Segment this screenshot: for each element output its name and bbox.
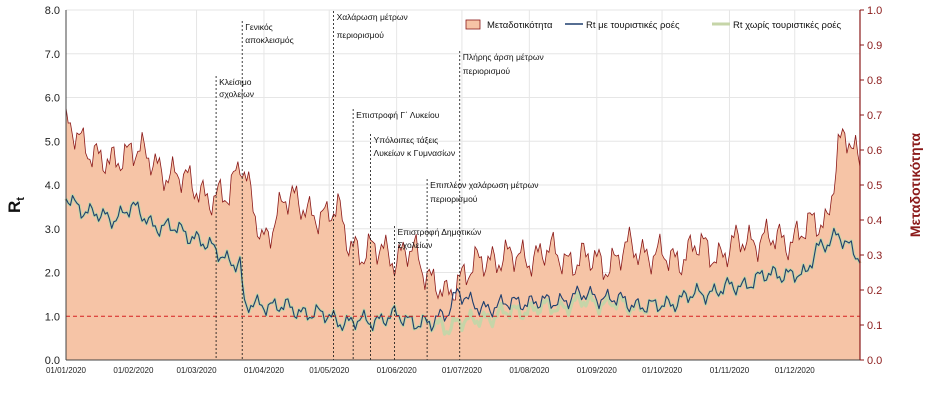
rt-lines: [64, 193, 862, 336]
y-right-tick-label: 0.9: [867, 40, 882, 52]
y-right-tick-label: 1.0: [867, 5, 882, 17]
legend: Μεταδοτικότητα Rt με τουριστικές ροές Rt χ…: [465, 19, 841, 31]
x-tick-label: 01/09/2020: [577, 366, 618, 375]
legend-entry: Μεταδοτικότητα: [487, 20, 553, 31]
event-label: Πλήρης άρση μέτρων: [463, 52, 544, 62]
event-label: περιορισμού: [337, 30, 385, 40]
y-right-tick-label: 0.2: [867, 285, 882, 297]
transmissibility-area: [65, 107, 861, 360]
y-right-tick-label: 0.7: [867, 110, 882, 122]
event-label: σχολείων: [219, 89, 254, 99]
x-tick-label: 01/05/2020: [309, 366, 350, 375]
event-label: αποκλεισμός: [245, 35, 294, 45]
x-tick-label: 01/11/2020: [710, 366, 750, 375]
x-tick-label: 01/08/2020: [509, 366, 550, 375]
y-left-tick-label: 7.0: [45, 49, 60, 61]
y-left-tick-label: 8.0: [45, 5, 60, 17]
y-right-tick-label: 0.4: [867, 215, 882, 227]
x-tick-label: 01/12/2020: [775, 366, 816, 375]
y-right-tick-label: 0.5: [867, 180, 882, 192]
y-left-tick-label: 5.0: [45, 136, 60, 148]
legend-entry: Rt χωρίς τουριστικές ροές: [733, 20, 841, 31]
transmissibility-fill: [66, 107, 860, 360]
event-annotations: Κλείσιμο σχολείων Γενικός αποκλεισμός Χαλάρω…: [215, 11, 544, 360]
axes: 0.0 1.0 2.0 3.0 4.0 5.0 6.0 7.0 8.0 01/01/2020 01/…: [45, 5, 883, 375]
y-axis-label-left: Rt: [5, 197, 27, 213]
rt-with-tourism-line: [65, 194, 861, 332]
y-right-tick-label: 0.8: [867, 75, 882, 87]
event-label: Χαλάρωση μέτρων: [337, 12, 408, 22]
event-label: περιορισμού: [430, 194, 478, 204]
x-tick-label: 01/10/2020: [642, 366, 683, 375]
event-label: Επιστροφή Δημοτικών: [397, 227, 481, 237]
y-left-tick-label: 1.0: [45, 311, 60, 323]
event-label: Γενικός: [245, 22, 273, 32]
event-label: Επιπλέον χαλάρωση μέτρων: [430, 180, 538, 190]
y-left-tick-label: 2.0: [45, 268, 60, 280]
y-left-tick-label: 0.0: [45, 355, 60, 367]
y-right-tick-label: 0.3: [867, 250, 882, 262]
legend-entry: Rt με τουριστικές ροές: [586, 20, 680, 31]
y-right-tick-label: 0.0: [867, 355, 882, 367]
x-tick-label: 01/06/2020: [377, 366, 418, 375]
transmissibility-edge: [65, 107, 861, 301]
x-tick-label: 01/07/2020: [442, 366, 483, 375]
y-right-tick-label: 0.1: [867, 320, 882, 332]
event-label: Σχολείων: [397, 240, 432, 250]
event-label: Κλείσιμο: [219, 77, 252, 87]
legend-swatch: [465, 19, 481, 30]
x-tick-label: 01/03/2020: [176, 366, 217, 375]
event-label: Λυκείων κ Γυμνασίων: [374, 148, 456, 158]
y-left-tick-label: 3.0: [45, 224, 60, 236]
y-left-tick-label: 6.0: [45, 93, 60, 105]
event-label: Υπόλοιπες τάξεις: [374, 135, 439, 145]
y-left-tick-label: 4.0: [45, 180, 60, 192]
y-right-tick-label: 0.6: [867, 145, 882, 157]
event-label: Επιστροφή Γ΄ Λυκείου: [356, 110, 440, 120]
event-label: περιορισμού: [463, 66, 511, 76]
y-axis-label-right: Μεταδοτικότητα: [907, 132, 923, 237]
x-tick-label: 01/02/2020: [113, 366, 154, 375]
x-tick-label: 01/01/2020: [46, 366, 87, 375]
x-tick-label: 01/04/2020: [244, 366, 285, 375]
